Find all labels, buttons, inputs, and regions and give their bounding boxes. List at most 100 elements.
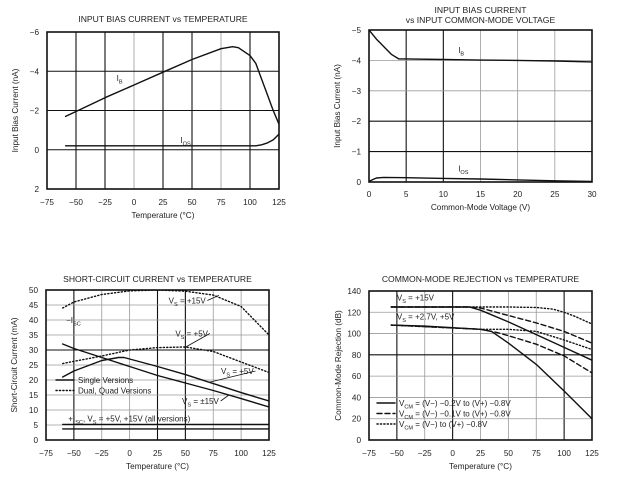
legend-label: Dual, Quad Versions xyxy=(78,387,151,396)
series-line-1 xyxy=(369,176,592,182)
annotation: IB xyxy=(458,46,464,58)
x-tick-label: −50 xyxy=(69,198,83,207)
y-tick-label: 0 xyxy=(356,436,361,445)
y-tick-label: 30 xyxy=(29,346,39,355)
chart-c1: INPUT BIAS CURRENT vs TEMPERATURE IB IOS −7… xyxy=(11,14,286,220)
y-tick-label: 15 xyxy=(29,391,39,400)
chart-title: INPUT BIAS CURRENT vs TEMPERATURE xyxy=(78,14,248,24)
annotation: −ISC xyxy=(66,316,81,328)
annotation: VS = +5V xyxy=(221,367,254,379)
series-line-2 xyxy=(390,306,592,325)
x-tick-label: 15 xyxy=(476,190,486,199)
annotation: VS = ±15V xyxy=(182,397,219,409)
x-tick-label: 5 xyxy=(404,190,409,199)
y-tick-label: 100 xyxy=(347,330,361,339)
series-line-0 xyxy=(62,290,269,336)
y-tick-label: 35 xyxy=(29,331,39,340)
chart-title: vs INPUT COMMON-MODE VOLTAGE xyxy=(406,15,556,25)
series-line-3 xyxy=(62,343,269,408)
chart-title: INPUT BIAS CURRENT xyxy=(435,5,528,15)
y-tick-label: −1 xyxy=(352,148,362,157)
annotation: IB xyxy=(117,74,123,86)
x-tick-label: 0 xyxy=(132,198,137,207)
x-tick-label: −75 xyxy=(39,449,53,458)
x-tick-label: 25 xyxy=(476,449,486,458)
y-axis-label: Common-Mode Rejection (dB) xyxy=(334,310,343,421)
x-tick-label: −25 xyxy=(95,449,109,458)
x-tick-label: 20 xyxy=(513,190,523,199)
y-tick-label: −2 xyxy=(30,107,40,116)
x-tick-label: −25 xyxy=(98,198,112,207)
x-tick-label: −75 xyxy=(40,198,54,207)
y-tick-label: −4 xyxy=(352,56,362,65)
y-tick-label: 25 xyxy=(29,361,39,370)
legend-label: Single Versions xyxy=(78,376,133,385)
plot-frame xyxy=(46,31,280,190)
legend-label: VCM = (V−) −0.1V to (V+) −0.8V xyxy=(399,410,511,422)
plot-frame xyxy=(45,289,270,441)
x-tick-label: 100 xyxy=(234,449,248,458)
annotation: VS = +15V xyxy=(397,294,435,306)
y-tick-label: 10 xyxy=(29,406,39,415)
series-line-0 xyxy=(369,30,592,63)
y-tick-label: 60 xyxy=(352,372,362,381)
plot-frame xyxy=(368,29,593,183)
y-tick-label: 0 xyxy=(33,436,38,445)
y-tick-label: 140 xyxy=(347,287,361,296)
legend-label: VCM = (V−) −0.2V to (V+) −0.8V xyxy=(399,399,511,411)
y-tick-label: 40 xyxy=(352,393,362,402)
x-axis-label: Common-Mode Voltage (V) xyxy=(431,203,530,212)
y-tick-label: −4 xyxy=(30,67,40,76)
y-tick-label: −2 xyxy=(352,117,362,126)
x-tick-label: 10 xyxy=(439,190,449,199)
series-line-2 xyxy=(62,356,269,402)
x-tick-label: 75 xyxy=(209,449,219,458)
annotation-arrow xyxy=(220,394,230,402)
annotation: IOS xyxy=(180,136,191,148)
y-tick-label: 0 xyxy=(34,146,39,155)
y-tick-label: −5 xyxy=(352,26,362,35)
x-tick-label: 125 xyxy=(262,449,276,458)
x-axis-label: Temperature (°C) xyxy=(132,211,195,220)
x-tick-label: 50 xyxy=(181,449,191,458)
x-tick-label: 125 xyxy=(272,198,286,207)
y-tick-label: 120 xyxy=(347,308,361,317)
series-line-5 xyxy=(390,324,592,351)
x-tick-label: 0 xyxy=(450,449,455,458)
x-tick-label: 125 xyxy=(585,449,599,458)
y-tick-label: −6 xyxy=(30,28,40,37)
x-tick-label: 25 xyxy=(158,198,168,207)
plot-frame xyxy=(368,290,593,441)
chart-title: SHORT-CIRCUIT CURRENT vs TEMPERATURE xyxy=(63,274,252,284)
chart-c3: SHORT-CIRCUIT CURRENT vs TEMPERATURE Sing… xyxy=(10,274,276,471)
x-tick-label: 25 xyxy=(550,190,560,199)
x-tick-label: 75 xyxy=(532,449,542,458)
x-axis-label: Temperature (°C) xyxy=(449,462,512,471)
annotation: IOS xyxy=(458,164,469,176)
annotation-arrow xyxy=(207,295,219,301)
y-tick-label: 40 xyxy=(29,316,39,325)
y-axis-label: Input Bias Current (nA) xyxy=(333,64,342,148)
series-line-0 xyxy=(64,46,279,125)
x-tick-label: 100 xyxy=(557,449,571,458)
legend-label: VCM = (V−) to (V+) −0.8V xyxy=(399,420,488,432)
series-line-1 xyxy=(64,133,279,147)
x-tick-label: 75 xyxy=(216,198,226,207)
annotation: VS = +5V xyxy=(175,330,208,342)
x-tick-label: 0 xyxy=(367,190,372,199)
y-tick-label: 80 xyxy=(352,351,362,360)
y-tick-label: −3 xyxy=(352,87,362,96)
x-tick-label: −25 xyxy=(418,449,432,458)
x-tick-label: −75 xyxy=(362,449,376,458)
annotation: VS = +15V xyxy=(169,297,207,309)
x-tick-label: 50 xyxy=(187,198,197,207)
chart-title: COMMON-MODE REJECTION vs TEMPERATURE xyxy=(382,274,580,284)
y-tick-label: 50 xyxy=(29,286,39,295)
y-tick-label: 45 xyxy=(29,301,39,310)
series-line-1 xyxy=(390,306,592,344)
y-tick-label: 20 xyxy=(352,415,362,424)
y-axis-label: Input Bias Current (nA) xyxy=(11,68,20,152)
x-tick-label: 25 xyxy=(153,449,163,458)
